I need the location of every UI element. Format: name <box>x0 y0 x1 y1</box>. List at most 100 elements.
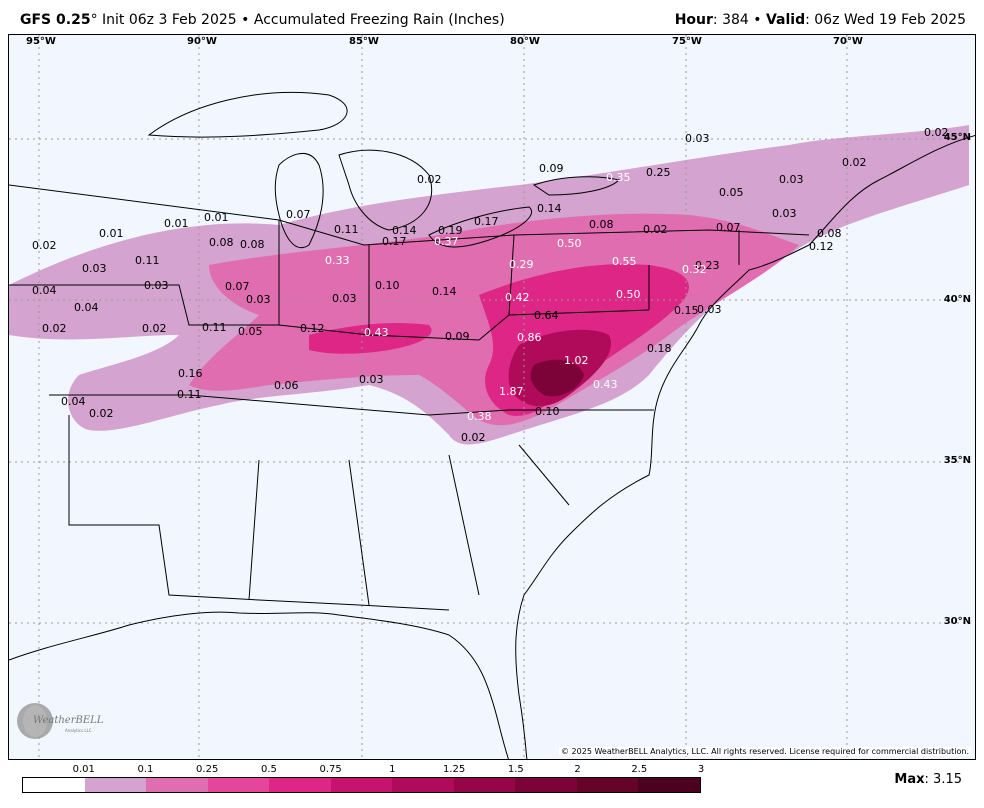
precip-value-label: 0.02 <box>142 322 167 335</box>
lon-label: 70°W <box>833 36 863 47</box>
great-lakes-ontario <box>532 176 620 196</box>
precip-value-label: 0.42 <box>505 291 530 304</box>
great-lakes-huron <box>338 149 433 231</box>
legend-tick-label: 0.75 <box>319 764 342 775</box>
precip-value-label: 0.10 <box>375 279 400 292</box>
precip-value-label: 0.25 <box>646 166 671 179</box>
lon-label: 95°W <box>26 36 56 47</box>
state-line-5 <box>248 444 570 606</box>
precip-value-label: 0.15 <box>674 304 699 317</box>
state-line-2 <box>9 284 650 341</box>
precip-value-label: 0.11 <box>135 254 160 267</box>
precip-shading <box>9 125 969 445</box>
precip-value-label: 0.02 <box>417 173 442 186</box>
legend-swatch <box>207 778 270 792</box>
state-line-4 <box>68 415 450 611</box>
precip-value-label: 0.17 <box>474 215 499 228</box>
state-line-3 <box>49 394 654 416</box>
logo-subtext: Analytics LLC <box>65 728 92 733</box>
precip-value-label: 0.17 <box>382 235 407 248</box>
legend-swatch <box>576 778 639 792</box>
coastline-gulf <box>9 611 509 759</box>
hour-value: : 384 <box>712 12 749 28</box>
legend-tick-label: 0.25 <box>196 764 219 775</box>
precip-value-label: 0.02 <box>842 156 867 169</box>
model-name: GFS 0.25 <box>20 12 91 28</box>
precip-value-label: 0.33 <box>325 254 350 267</box>
precip-value-label: 0.03 <box>359 373 384 386</box>
map-canvas <box>9 35 975 759</box>
precip-value-label: 0.07 <box>225 280 250 293</box>
map-panel: 95°W 90°W 85°W 80°W 75°W 70°W 45°N 40°N … <box>8 34 976 760</box>
lat-label: 35°N <box>943 455 971 466</box>
header-bar: GFS 0.25° Init 06z 3 Feb 2025 • Accumula… <box>0 0 984 34</box>
precip-value-label: 0.07 <box>716 221 741 234</box>
precip-value-label: 0.50 <box>616 288 641 301</box>
precip-value-label: 0.01 <box>99 227 124 240</box>
precip-value-label: 0.55 <box>612 255 637 268</box>
precip-value-label: 0.86 <box>517 331 542 344</box>
legend-tick-label: 1.5 <box>507 764 524 775</box>
precip-value-label: 0.29 <box>509 258 534 271</box>
precip-value-label: 0.11 <box>177 388 202 401</box>
precip-value-label: 0.02 <box>32 239 57 252</box>
precip-value-label: 1.02 <box>564 354 589 367</box>
precip-value-label: 0.05 <box>238 325 263 338</box>
max-number: : 3.15 <box>924 772 962 787</box>
precip-value-label: 0.12 <box>809 240 834 253</box>
valid-label: Valid <box>765 12 806 28</box>
great-lakes-michigan <box>274 153 324 248</box>
boundaries <box>9 91 975 759</box>
lon-label: 80°W <box>510 36 540 47</box>
precip-value-label: 0.14 <box>537 202 562 215</box>
precip-value-label: 0.08 <box>589 218 614 231</box>
legend-tick-label: 3 <box>697 764 705 775</box>
precip-value-label: 0.04 <box>74 301 99 314</box>
precip-value-label: 0.03 <box>332 292 357 305</box>
precip-value-label: 0.03 <box>246 293 271 306</box>
legend-swatch <box>146 778 208 792</box>
legend-swatch <box>515 778 577 792</box>
precip-value-label: 0.07 <box>286 208 311 221</box>
precip-value-label: 0.35 <box>606 171 631 184</box>
precip-value-label: 0.14 <box>392 224 417 237</box>
legend-swatch <box>23 778 85 792</box>
precip-value-label: 0.64 <box>534 309 559 322</box>
legend-swatch <box>330 778 393 792</box>
precip-value-label: 0.08 <box>240 238 265 251</box>
precip-value-label: 0.12 <box>300 322 325 335</box>
precip-value-label: 0.03 <box>144 279 169 292</box>
state-line-6 <box>278 220 740 335</box>
legend-tick-label: 2 <box>574 764 581 775</box>
precip-value-label: 0.19 <box>438 224 463 237</box>
coastline-atlantic <box>515 135 975 759</box>
precip-value-label: 0.50 <box>557 237 582 250</box>
valid-value: : 06z Wed 19 Feb 2025 <box>805 12 966 28</box>
header-separator: • <box>236 12 254 28</box>
legend-tick-label: 0.5 <box>260 764 277 775</box>
lat-label: 40°N <box>943 294 971 305</box>
precip-value-label: 0.43 <box>593 378 618 391</box>
great-lakes-erie <box>428 206 532 248</box>
legend-swatch <box>392 778 454 792</box>
precip-value-label: 0.03 <box>779 173 804 186</box>
precip-value-label: 0.38 <box>467 410 492 423</box>
max-value: Max: 3.15 <box>894 772 962 787</box>
logo-icon: WeatherBELL Analytics LLC <box>17 703 104 739</box>
lat-label: 45°N <box>943 132 971 143</box>
legend-tick-label: 1 <box>389 764 396 775</box>
precip-value-label: 0.18 <box>647 342 672 355</box>
max-label: Max <box>894 772 925 787</box>
precip-value-label: 0.14 <box>432 285 457 298</box>
init-time: Init 06z 3 Feb 2025 <box>97 12 237 28</box>
precip-value-label: 0.08 <box>209 236 234 249</box>
precip-value-label: 0.02 <box>42 322 67 335</box>
precip-value-label: 0.04 <box>32 284 57 297</box>
product-name: Accumulated Freezing Rain (Inches) <box>253 12 505 28</box>
header-valid: Hour: 384 • Valid: 06z Wed 19 Feb 2025 <box>675 12 966 28</box>
precip-value-label: 0.03 <box>685 132 710 145</box>
legend-tick-label: 0.01 <box>72 764 95 775</box>
precip-value-label: 0.16 <box>178 367 203 380</box>
color-legend <box>22 777 701 793</box>
precip-value-label: 0.01 <box>164 217 189 230</box>
